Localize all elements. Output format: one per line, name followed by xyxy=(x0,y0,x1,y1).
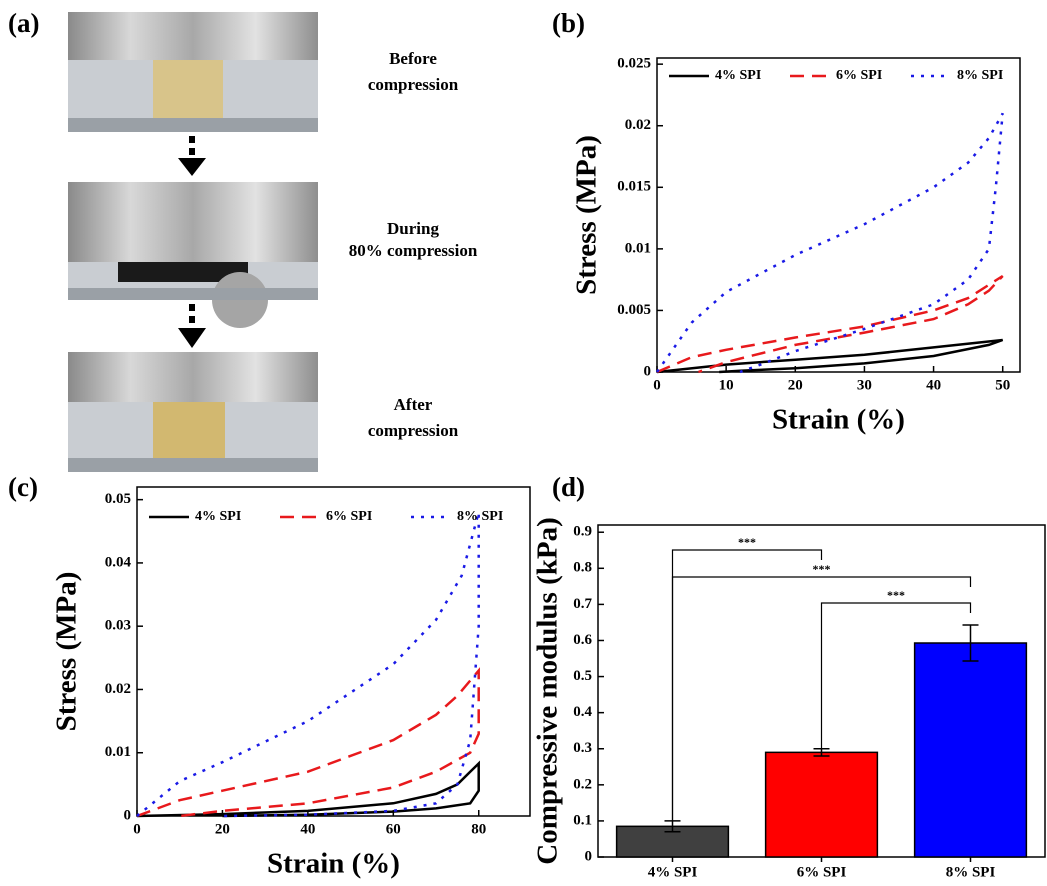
photo-caption: Before xyxy=(389,49,437,68)
x-tick-label: 40 xyxy=(300,821,315,837)
significance-label: *** xyxy=(813,562,831,576)
y-axis-title: Stress (MPa) xyxy=(571,135,603,295)
x-axis-title: Strain (%) xyxy=(772,404,905,436)
x-tick-label: 60 xyxy=(386,821,401,837)
x-axis-title: Strain (%) xyxy=(267,848,400,880)
x-tick-label: 0 xyxy=(133,821,141,837)
y-tick-label: 0.5 xyxy=(573,668,592,684)
series-line xyxy=(136,760,480,818)
y-tick-label: 0.015 xyxy=(617,179,651,195)
panel-label: (a) xyxy=(8,8,39,38)
y-tick-label: 0 xyxy=(124,807,132,823)
bar xyxy=(764,751,879,858)
y-tick-label: 0.9 xyxy=(573,524,592,540)
photo xyxy=(68,352,318,472)
x-tick-label: 20 xyxy=(215,821,230,837)
y-tick-label: 0.005 xyxy=(617,302,651,318)
error-bar xyxy=(962,624,979,662)
y-tick-label: 0.7 xyxy=(573,596,592,612)
y-tick-label: 0.6 xyxy=(573,632,592,648)
series-line xyxy=(655,112,1004,374)
photo-caption: compression xyxy=(368,75,459,94)
y-tick-label: 0.3 xyxy=(573,740,592,756)
y-tick-label: 0.05 xyxy=(105,491,131,507)
x-tick-label: 10 xyxy=(719,377,734,393)
legend-label: 8% SPI xyxy=(957,68,1003,83)
y-tick-label: 0 xyxy=(585,848,593,864)
photo xyxy=(68,182,318,328)
series-line xyxy=(656,338,1004,374)
legend-label: 6% SPI xyxy=(836,68,882,83)
y-tick-label: 0.025 xyxy=(617,56,651,72)
arrow xyxy=(178,136,206,348)
y-tick-label: 0.03 xyxy=(105,618,131,634)
y-tick-label: 0.4 xyxy=(573,704,592,720)
series-line xyxy=(136,667,480,818)
series-line xyxy=(656,274,1004,374)
significance-bracket xyxy=(671,576,972,821)
x-tick-label: 4% SPI xyxy=(648,864,698,880)
y-tick-label: 0.04 xyxy=(105,554,132,570)
plot-frame xyxy=(136,486,531,817)
photo xyxy=(68,12,318,132)
y-tick-label: 0.8 xyxy=(573,560,592,576)
y-axis-title: Stress (MPa) xyxy=(51,572,83,732)
x-tick-label: 6% SPI xyxy=(797,864,847,880)
significance-bracket xyxy=(820,602,972,749)
photo-panel: (a) xyxy=(8,8,318,472)
y-tick-label: 0 xyxy=(644,363,652,379)
photo-caption: compression xyxy=(368,421,459,440)
panel-label: (d) xyxy=(552,472,585,502)
x-tick-label: 30 xyxy=(857,377,872,393)
photo-caption: After xyxy=(394,395,433,414)
x-tick-label: 50 xyxy=(995,377,1010,393)
panel-label: (c) xyxy=(8,472,38,502)
legend-label: 4% SPI xyxy=(715,68,761,83)
photo-caption: 80% compression xyxy=(349,241,478,260)
y-tick-label: 0.01 xyxy=(105,744,131,760)
x-tick-label: 20 xyxy=(788,377,803,393)
y-tick-label: 0.2 xyxy=(573,776,592,792)
bar xyxy=(913,642,1028,858)
legend-label: 4% SPI xyxy=(195,509,241,524)
panel-label: (b) xyxy=(552,8,585,38)
y-axis-title: Compressive modulus (kPa) xyxy=(532,517,564,865)
significance-label: *** xyxy=(887,588,905,602)
legend-label: 8% SPI xyxy=(457,509,503,524)
y-tick-label: 0.02 xyxy=(625,117,651,133)
x-tick-label: 40 xyxy=(926,377,941,393)
x-tick-label: 80 xyxy=(471,821,486,837)
legend-label: 6% SPI xyxy=(326,509,372,524)
y-tick-label: 0.02 xyxy=(105,681,131,697)
y-tick-label: 0.01 xyxy=(625,240,651,256)
x-tick-label: 8% SPI xyxy=(946,864,996,880)
plot-frame xyxy=(656,57,1021,373)
photo-caption: During xyxy=(387,219,439,238)
y-tick-label: 0.1 xyxy=(573,812,592,828)
significance-label: *** xyxy=(738,535,756,549)
x-tick-label: 0 xyxy=(653,377,661,393)
